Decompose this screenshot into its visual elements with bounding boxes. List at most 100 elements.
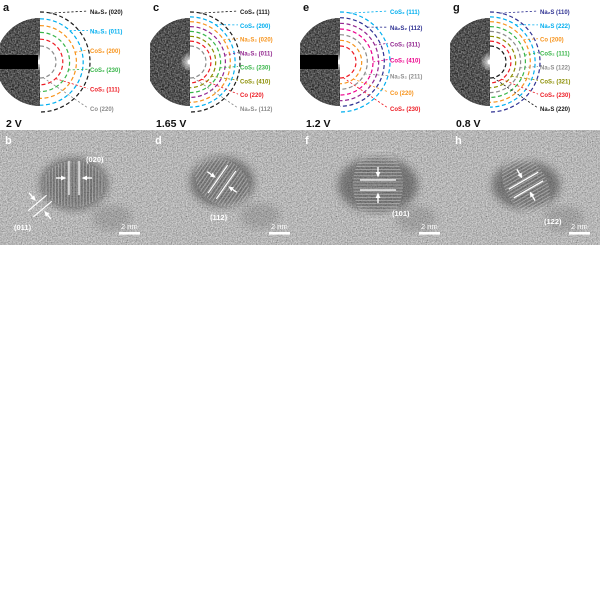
nanoparticle [338,157,418,213]
diffraction-arc [39,25,77,99]
diffraction-panel-g: Na₂S (110) Na₂S (222) Co (200) CoS₂ (111) Na… [450,2,570,130]
ring-label: Na₂S₂ (011) [240,52,272,58]
diffraction-arc [189,16,236,108]
ring-leader [68,68,89,71]
ring-leader [511,75,539,81]
diffraction-arc [339,28,374,96]
ring-leader [343,77,389,109]
diffraction-arc [489,45,507,79]
diffraction-arc [489,21,531,103]
scale-bar-label: 2 nm [421,222,438,231]
ring-leader [223,38,239,41]
ring-label: Na₂S (110) [540,10,570,16]
panel-letter: a [3,2,10,14]
plane-label: (020) [86,155,104,164]
diffraction-arc [489,40,512,84]
plane-label: (122) [544,217,562,226]
ring-leader [374,42,389,46]
nanoparticle [40,158,108,210]
ring-leader [211,75,239,81]
arrow-line [206,171,212,176]
ring-label: CoS₂ (111) [240,10,270,16]
plane-measure [508,169,544,201]
diffraction-arc [39,18,84,106]
voltage-caption: 1.2 V [306,118,331,130]
arrow-head [61,175,67,181]
plane-label: (112) [210,213,228,222]
arrow-head [375,192,381,198]
scale-bar-label: 2 nm [571,222,588,231]
voltage-caption: 1.65 V [156,118,186,130]
voltage-caption: 2 V [6,118,22,130]
diffraction-panel-e: CoS₂ (111) Na₂S₂ (112) CoS₂ (311) CoS₂ (410… [300,2,422,130]
panel-letter: d [155,135,162,147]
diffraction-arc [39,11,91,113]
ring-label: CoS₂ (230) [540,93,570,99]
scale-bar [119,232,140,235]
diffraction-arc [189,26,226,98]
beam-stop [0,55,38,69]
panel-letter: f [305,135,309,147]
arrow-line [516,169,521,175]
ring-label: CoS₂ (410) [240,79,270,85]
ring-label: CoS₂ (111) [540,52,570,58]
ring-label: Na₂S (220) [540,107,570,113]
arrow-head [81,175,87,181]
arrow-head [44,210,50,217]
panel-letter: e [303,2,309,14]
plane-label: (011) [14,223,32,232]
scale-bar [419,232,440,235]
diffraction-arc [339,11,391,113]
ring-label: CoS₂ (111) [390,10,420,16]
diffraction-arc [339,17,385,107]
ring-label: Co (220) [90,107,114,113]
diffraction-panel-c: CoS₂ (111) CoS₂ (200) Na₂S₂ (020) Na₂S₂ (01… [150,2,273,130]
ring-leader [372,59,389,63]
arrow-head [228,186,235,192]
arrow-head [375,172,381,178]
scale-bar-label: 2 nm [121,222,138,231]
ring-leader [224,52,239,56]
diffraction-arc [489,11,541,113]
arrow-head [529,191,535,198]
ring-label: CoS₂ (230) [90,68,120,74]
diffraction-arc [39,45,57,79]
scale-bar [269,232,290,235]
arrow-head [209,172,216,178]
hrtem-panel-f: (101) 2 nm f [300,130,450,245]
panel-letter: h [455,135,462,147]
ring-label: CoS₂ (230) [240,65,270,71]
plane-measure [360,167,396,203]
ring-label: Co (200) [540,38,564,44]
diffraction-arc [339,39,363,85]
diffraction-arc [189,40,212,84]
arrow-head [30,195,36,202]
plane-measure [56,161,92,195]
ring-leader [519,66,539,69]
arrow-head [517,172,523,179]
ring-label: Na₂S₂ (211) [390,75,422,81]
ring-label: CoS₂ (410) [390,59,420,65]
ring-leader [524,52,539,56]
diffraction-arc [339,45,357,79]
ring-label: Co (220) [240,93,264,99]
diffraction-arc [39,31,71,93]
diffraction-arc [39,38,64,86]
ring-label: CoS₂ (111) [90,88,120,94]
ring-leader [523,38,539,41]
plane-label: (101) [392,209,410,218]
ring-leader [55,78,89,89]
ring-leader [50,10,89,14]
ring-leader [500,10,539,14]
arrow-line [47,214,52,220]
nanoparticle [190,157,254,207]
ring-label: Na₂S (222) [540,24,570,30]
ring-label: CoS₂ (311) [390,42,420,48]
diffraction-arc [189,21,231,103]
diffraction-arc [489,35,517,89]
hrtem-panel-d: (112) 2 nm d [150,130,300,245]
ring-label: Na₂S (122) [540,65,570,71]
diffraction-row: Na₂S₂ (020) Na₂S₂ (011) CoS₂ (200) CoS₂ (23… [0,0,600,130]
ring-leader [43,77,89,109]
